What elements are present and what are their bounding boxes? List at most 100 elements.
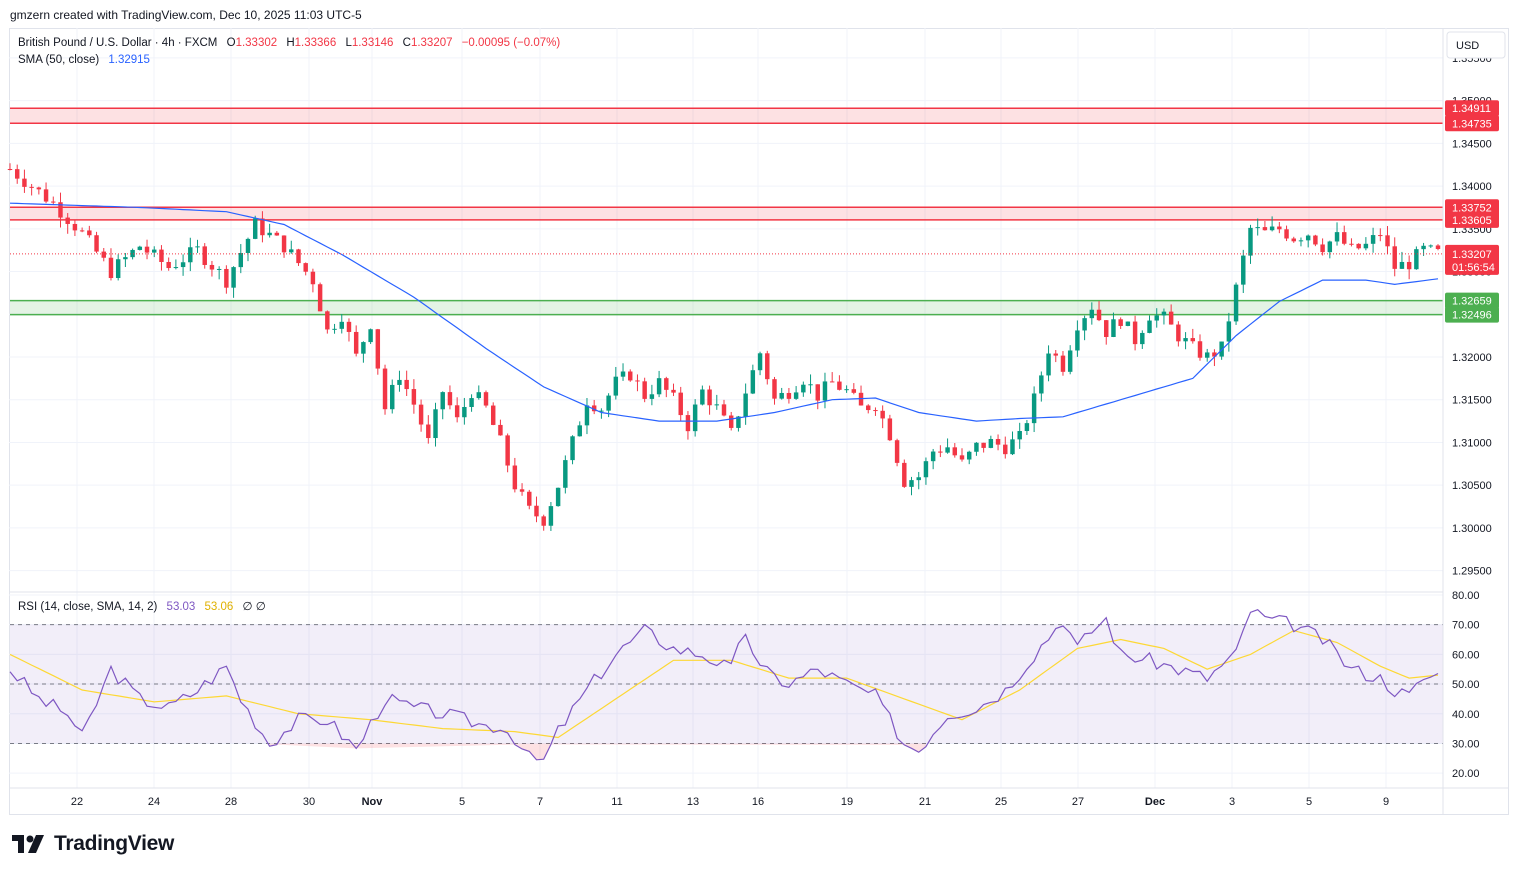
candle <box>887 414 893 442</box>
candle <box>512 457 518 493</box>
candle <box>1003 436 1008 459</box>
candle <box>346 318 352 342</box>
candle-body <box>1161 311 1167 316</box>
candle <box>505 433 510 473</box>
candle <box>1284 225 1289 242</box>
time-tick-label: 16 <box>752 796 764 808</box>
tradingview-logo[interactable]: TradingView <box>12 832 174 856</box>
candle-body <box>289 249 294 253</box>
candle-body <box>1075 330 1080 351</box>
candle <box>1104 320 1109 345</box>
candle-body <box>188 247 193 263</box>
candle <box>1082 315 1087 341</box>
candle-body <box>1342 232 1347 244</box>
candle-body <box>332 328 337 330</box>
time-tick-label: 5 <box>459 796 465 808</box>
candle-body <box>923 461 929 478</box>
candle-body <box>152 249 157 253</box>
candle-body <box>361 342 366 354</box>
candle <box>671 383 676 397</box>
price-tick-label: 1.31000 <box>1452 437 1492 449</box>
candle-body <box>1212 352 1217 357</box>
candle <box>959 448 965 462</box>
candle <box>202 243 207 269</box>
candle-body <box>512 465 518 490</box>
candle-body <box>866 405 871 411</box>
candle-body <box>1334 232 1340 242</box>
candle-body <box>245 238 251 253</box>
currency-button[interactable] <box>1446 31 1506 59</box>
candle-body <box>123 257 128 260</box>
candle-body <box>130 249 135 258</box>
candle-body <box>447 392 453 406</box>
candle-body <box>202 246 207 265</box>
candle-body <box>224 268 229 288</box>
candle <box>433 402 438 447</box>
support-tag-high <box>1445 292 1499 309</box>
support-tag-label: 1.32496 <box>1452 310 1492 322</box>
time-tick-label: 19 <box>841 796 853 808</box>
candle <box>527 489 532 510</box>
candle <box>332 323 337 334</box>
candle <box>130 248 135 260</box>
candle <box>1363 237 1369 251</box>
candle <box>65 213 70 234</box>
time-tick-label: 24 <box>148 796 160 808</box>
time-tick-label: 25 <box>995 796 1007 808</box>
candle-body <box>339 321 344 329</box>
candle <box>108 248 114 281</box>
candle-body <box>72 223 78 231</box>
rsi-axis[interactable]: 80.00 70.00 60.00 50.00 40.00 30.00 20.00 <box>1452 590 1480 780</box>
candle <box>115 254 121 281</box>
candle-body <box>1183 338 1188 342</box>
time-axis[interactable]: 22 24 28 30 Nov 5 7 11 13 16 19 21 25 27 Dec 3 5 9 <box>71 796 1389 808</box>
candle <box>1255 218 1260 236</box>
price-tick-label: 1.30500 <box>1452 480 1492 492</box>
candlesticks[interactable] <box>7 163 1441 531</box>
candle <box>1075 320 1080 357</box>
candle-body <box>454 405 460 418</box>
candle <box>923 457 929 485</box>
candle <box>1168 304 1174 325</box>
candle-body <box>1053 353 1058 356</box>
candle <box>541 514 546 531</box>
candle <box>656 370 662 398</box>
candle <box>555 487 561 507</box>
candle <box>1262 221 1268 231</box>
time-tick-label: 5 <box>1306 796 1312 808</box>
candle-body <box>238 252 244 268</box>
candle-body <box>505 435 510 466</box>
candle <box>1010 431 1015 456</box>
candle-body <box>368 329 373 343</box>
candle <box>1320 238 1325 256</box>
candle-body <box>974 442 979 452</box>
candle <box>837 375 842 391</box>
candle-body <box>786 392 792 399</box>
candle <box>584 397 590 435</box>
candle-body <box>793 392 799 399</box>
candle <box>822 372 828 409</box>
candle-body <box>671 389 676 393</box>
candle-body <box>137 246 143 250</box>
candle <box>591 399 597 415</box>
candle <box>144 239 150 260</box>
candle-body <box>1147 320 1152 333</box>
candle <box>361 341 366 363</box>
candle-body <box>945 447 950 453</box>
candle-body <box>902 462 907 487</box>
candle-body <box>390 384 395 410</box>
candle <box>981 442 986 453</box>
countdown-label: 01:56:54 <box>1452 262 1495 274</box>
candle <box>692 399 698 437</box>
time-tick-label: 13 <box>687 796 699 808</box>
time-tick-label: 7 <box>537 796 543 808</box>
candle <box>159 245 164 271</box>
candle <box>1060 351 1066 376</box>
candle-body <box>685 415 691 432</box>
candle <box>180 254 186 276</box>
candle <box>1096 301 1102 322</box>
candle-body <box>1082 318 1087 331</box>
candle-body <box>570 436 575 461</box>
rsi-tick-label: 20.00 <box>1452 768 1480 780</box>
